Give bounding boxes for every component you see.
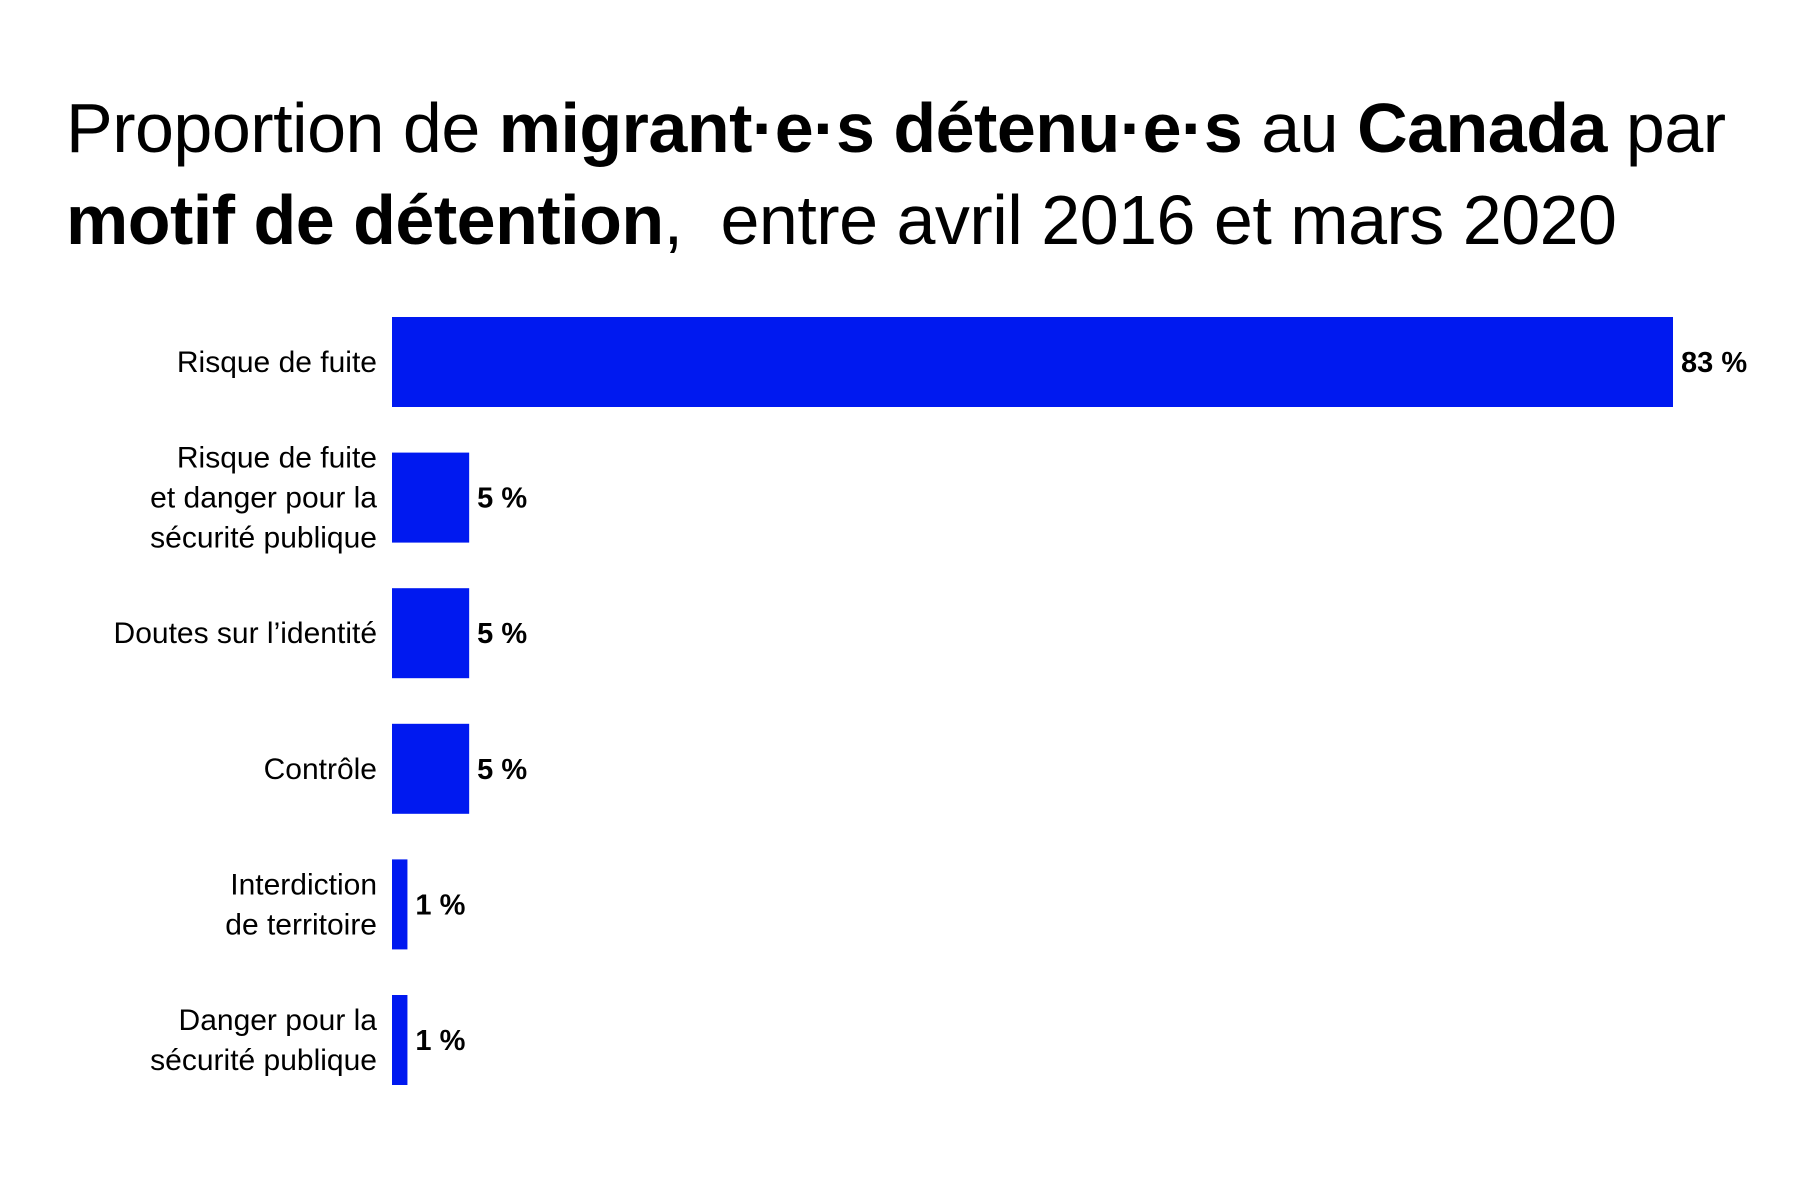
title-part: migrant·e·s détenu·e·s: [498, 89, 1243, 167]
category-label: Danger pour la: [179, 1004, 378, 1037]
bar: [392, 452, 470, 543]
category-label: de territoire: [225, 908, 377, 941]
category-label: Interdiction: [230, 868, 377, 901]
category-label: Contrôle: [264, 753, 377, 786]
title-part: motif de détention: [66, 181, 664, 259]
chart-title: Proportion de migrant·e·s détenu·e·s au …: [66, 82, 1726, 266]
title-part: Canada: [1357, 89, 1607, 167]
category-label: et danger pour la: [150, 482, 377, 515]
category-label: Risque de fuite: [177, 346, 377, 379]
data-label: 1 %: [415, 889, 465, 921]
bar: [392, 317, 1673, 407]
bar: [392, 723, 470, 814]
data-label: 5 %: [477, 754, 527, 786]
data-label: 1 %: [415, 1025, 465, 1057]
data-label: 83 %: [1681, 347, 1747, 379]
category-label: sécurité publique: [150, 1044, 377, 1077]
bar: [392, 859, 408, 950]
category-label: Risque de fuite: [177, 442, 377, 475]
title-part: , entre avril 2016 et mars 2020: [663, 181, 1617, 259]
title-part: Proportion de: [66, 89, 499, 167]
title-part: au: [1242, 89, 1358, 167]
category-label: sécurité publique: [150, 522, 377, 555]
bar: [392, 588, 470, 679]
bar: [392, 995, 408, 1085]
data-label: 5 %: [477, 618, 527, 650]
data-label: 5 %: [477, 483, 527, 515]
title-part: par: [1606, 89, 1726, 167]
category-label: Doutes sur l’identité: [114, 617, 377, 650]
